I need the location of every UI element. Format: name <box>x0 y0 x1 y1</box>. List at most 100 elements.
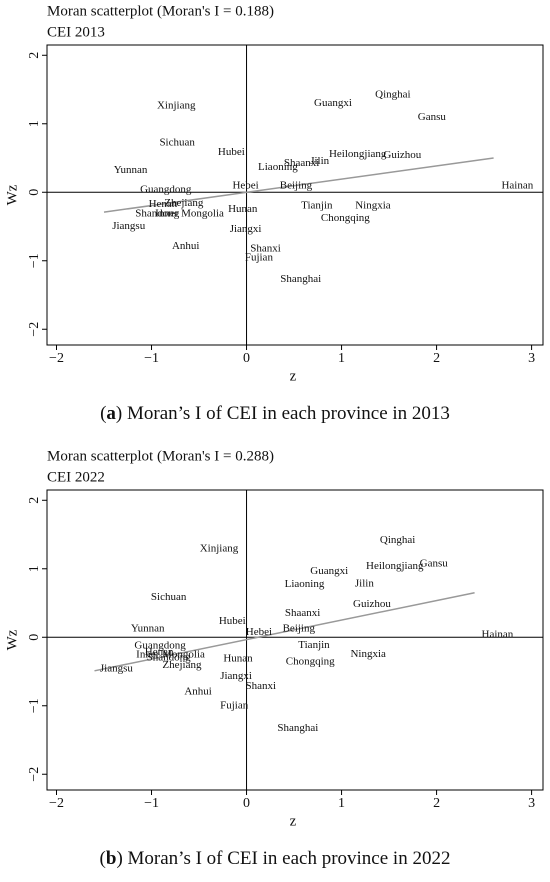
y-tick-label: −2 <box>27 322 42 337</box>
x-axis-label: z <box>290 368 297 384</box>
point-label: Beijing <box>283 623 316 635</box>
point-label: Zhejiang <box>164 197 204 209</box>
point-label: Hainan <box>482 629 514 641</box>
point-label: Jilin <box>310 155 329 167</box>
y-tick-label: 2 <box>27 497 42 504</box>
point-label: Guizhou <box>353 598 391 610</box>
point-label: Qinghai <box>380 534 415 546</box>
x-tick-label: 0 <box>243 351 250 366</box>
y-tick-label: 1 <box>27 565 42 572</box>
point-label: Gansu <box>418 111 447 123</box>
point-label: Jiangxi <box>230 223 262 235</box>
point-label: Shaanxi <box>284 157 319 169</box>
point-label: Guangxi <box>314 97 352 109</box>
chart-subtitle: CEI 2013 <box>47 24 105 40</box>
y-tick-label: 0 <box>27 634 42 641</box>
x-tick-label: 3 <box>528 796 535 811</box>
caption-part: ) Moran’s I of CEI in each province in 2… <box>116 848 450 869</box>
point-label: Inner Mongolia <box>136 649 205 661</box>
y-tick-label: 2 <box>27 52 42 59</box>
caption: (a) Moran’s I of CEI in each province in… <box>100 403 450 424</box>
point-label: Guizhou <box>383 149 421 161</box>
point-label: Hainan <box>501 180 533 192</box>
point-label: Hebei <box>246 626 272 638</box>
x-tick-label: 3 <box>528 351 535 366</box>
y-tick-label: −2 <box>27 767 42 782</box>
chart-title: Moran scatterplot (Moran's I = 0.288) <box>47 448 274 464</box>
x-tick-label: 0 <box>243 796 250 811</box>
caption-part: a <box>106 403 116 424</box>
point-label: Guangdong <box>140 184 192 196</box>
caption-part: ( <box>100 848 106 869</box>
point-label: Tianjin <box>298 639 330 651</box>
x-tick-label: 1 <box>338 796 345 811</box>
point-label: Fujian <box>245 252 274 264</box>
point-label: Xinjiang <box>157 99 196 111</box>
point-label: Sichuan <box>159 136 195 148</box>
point-label: Jilin <box>355 577 374 589</box>
y-tick-label: −1 <box>27 698 42 713</box>
x-tick-label: −1 <box>144 351 159 366</box>
point-label: Guangxi <box>310 565 348 577</box>
point-label: Liaoning <box>285 578 325 590</box>
point-label: Chongqing <box>321 212 370 224</box>
x-axis-label: z <box>290 813 297 829</box>
point-label: Shanxi <box>246 680 277 692</box>
point-label: Shaanxi <box>285 607 320 619</box>
caption-part: ( <box>100 403 106 424</box>
point-label: Ningxia <box>355 199 391 211</box>
fit-line <box>94 592 475 672</box>
point-label: Hunan <box>228 203 258 215</box>
caption-part: b <box>106 848 117 869</box>
point-label: Heilongjiang <box>366 560 424 572</box>
point-label: Shanghai <box>277 722 318 734</box>
point-label: Zhejiang <box>162 659 202 671</box>
point-label: Liaoning <box>258 161 298 173</box>
point-label: Gansu <box>420 558 449 570</box>
point-label: Anhui <box>184 686 212 698</box>
point-label: Shandong <box>147 651 192 663</box>
plot-frame <box>46 44 544 346</box>
x-tick-label: 2 <box>433 796 440 811</box>
point-label: Hebei <box>232 180 258 192</box>
y-axis-label: Wz <box>4 629 20 650</box>
plot-frame <box>46 489 544 791</box>
point-label: Hubei <box>219 615 246 627</box>
point-label: Inner Mongolia <box>155 208 224 220</box>
y-tick-label: 1 <box>27 120 42 127</box>
point-label: Hunan <box>223 653 253 665</box>
point-label: Heilongjiang <box>329 148 387 160</box>
point-label: Xinjiang <box>200 542 239 554</box>
point-label: Hubei <box>218 146 245 158</box>
y-tick-label: −1 <box>27 253 42 268</box>
x-tick-label: −1 <box>144 796 159 811</box>
point-label: Jiangsu <box>112 220 146 232</box>
x-tick-label: 1 <box>338 351 345 366</box>
chart-subtitle: CEI 2022 <box>47 469 105 485</box>
point-label: Tianjin <box>301 199 333 211</box>
caption-part: ) Moran’s I of CEI in each province in 2… <box>116 403 450 424</box>
point-label: Jiangxi <box>220 670 252 682</box>
point-label: Sichuan <box>151 591 187 603</box>
x-tick-label: 2 <box>433 351 440 366</box>
x-tick-label: −2 <box>49 796 64 811</box>
point-label: Anhui <box>172 240 200 252</box>
point-label: Ningxia <box>350 648 386 660</box>
caption: (b) Moran’s I of CEI in each province in… <box>100 848 451 869</box>
fit-line <box>103 157 494 213</box>
point-label: Shandong <box>135 208 180 220</box>
point-label: Yunnan <box>131 623 165 635</box>
point-label: Guangdong <box>134 640 186 652</box>
point-label: Henan <box>149 198 178 210</box>
point-label: Shanxi <box>250 243 281 255</box>
point-label: Jiangsu <box>100 662 134 674</box>
point-label: Fujian <box>220 699 249 711</box>
point-label: Henan <box>145 646 174 658</box>
y-axis-label: Wz <box>4 184 20 205</box>
point-label: Beijing <box>280 180 313 192</box>
point-label: Yunnan <box>114 164 148 176</box>
point-label: Shanghai <box>280 273 321 285</box>
chart-title: Moran scatterplot (Moran's I = 0.188) <box>47 3 274 19</box>
